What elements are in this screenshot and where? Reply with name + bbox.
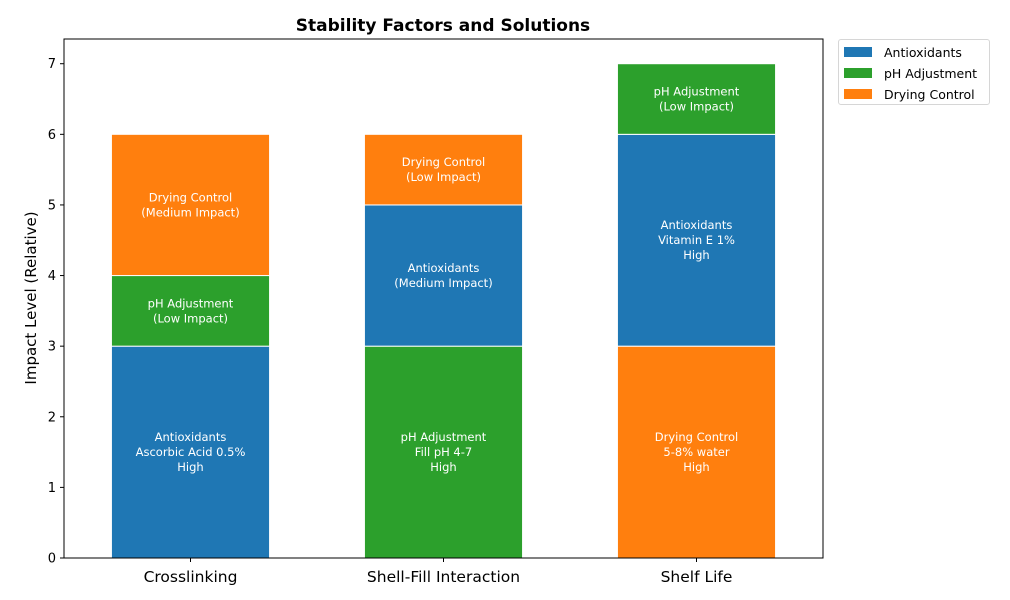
bar-segment-shelf-life-antioxidants bbox=[616, 133, 777, 347]
bar-segment-crosslinking-drying-control bbox=[110, 133, 271, 277]
bar-segment-crosslinking-ph-adjustment bbox=[110, 275, 271, 347]
data-label-line: Antioxidants bbox=[661, 218, 733, 232]
y-tick-label: 7 bbox=[48, 57, 56, 72]
x-tick-label-crosslinking: Crosslinking bbox=[144, 568, 238, 586]
bar-segment-shell-fill-interaction-antioxidants bbox=[363, 204, 524, 347]
chart-title: Stability Factors and Solutions bbox=[296, 16, 590, 36]
legend: Antioxidants pH Adjustment Drying Contro… bbox=[838, 39, 990, 105]
data-label-line: Drying Control bbox=[655, 430, 738, 444]
data-label-crosslinking-ph-adjustment: pH Adjustment (Low Impact) bbox=[148, 296, 234, 325]
y-tick-label: 6 bbox=[48, 128, 56, 143]
y-axis: 0 1 2 3 4 5 6 7 bbox=[48, 57, 64, 567]
bar-segment-shelf-life-ph-adjustment bbox=[616, 63, 777, 135]
bar-segment-crosslinking-antioxidants bbox=[110, 345, 271, 559]
legend-swatch-antioxidants bbox=[844, 47, 872, 57]
legend-item-drying-control: Drying Control bbox=[844, 86, 975, 102]
data-label-shell-fill-interaction-ph-adjustment: pH Adjustment Fill pH 4-7 High bbox=[401, 430, 487, 474]
data-label-line: (Medium Impact) bbox=[141, 205, 239, 219]
data-label-line: Drying Control bbox=[149, 190, 232, 204]
y-tick-label: 2 bbox=[48, 410, 56, 425]
bar-segment-shell-fill-interaction-ph-adjustment bbox=[363, 345, 524, 559]
y-tick-label: 0 bbox=[48, 552, 56, 567]
legend-item-antioxidants: Antioxidants bbox=[844, 44, 962, 60]
data-label-line: High bbox=[430, 460, 456, 474]
y-tick-label: 5 bbox=[48, 198, 56, 213]
legend-label: Drying Control bbox=[884, 86, 975, 102]
data-label-shelf-life-ph-adjustment: pH Adjustment (Low Impact) bbox=[654, 85, 740, 114]
data-label-line: (Low Impact) bbox=[153, 311, 228, 325]
data-label-line: (Low Impact) bbox=[659, 100, 734, 114]
data-label-crosslinking-drying-control: Drying Control (Medium Impact) bbox=[141, 190, 239, 219]
y-axis-label: Impact Level (Relative) bbox=[22, 211, 40, 384]
legend-label: Antioxidants bbox=[884, 44, 962, 60]
data-label-line: 5-8% water bbox=[663, 445, 729, 459]
data-label-line: High bbox=[683, 248, 709, 262]
data-label-line: Ascorbic Acid 0.5% bbox=[136, 445, 246, 459]
legend-label: pH Adjustment bbox=[884, 65, 978, 81]
data-label-shelf-life-drying-control: Drying Control 5-8% water High bbox=[655, 430, 738, 474]
data-label-line: pH Adjustment bbox=[654, 85, 740, 99]
data-label-line: Antioxidants bbox=[155, 430, 227, 444]
x-axis: Crosslinking Shell-Fill Interaction Shelf … bbox=[144, 558, 733, 586]
x-tick-label-shell-fill-interaction: Shell-Fill Interaction bbox=[367, 568, 520, 586]
data-label-crosslinking-antioxidants: Antioxidants Ascorbic Acid 0.5% High bbox=[136, 430, 246, 474]
data-label-line: pH Adjustment bbox=[148, 296, 234, 310]
y-tick-label: 4 bbox=[48, 269, 56, 284]
bar-segment-shell-fill-interaction-drying-control bbox=[363, 133, 524, 206]
y-tick-label: 3 bbox=[48, 340, 56, 355]
legend-item-ph-adjustment: pH Adjustment bbox=[844, 65, 978, 81]
data-label-line: High bbox=[177, 460, 203, 474]
data-label-line: (Medium Impact) bbox=[394, 276, 492, 290]
y-tick-label: 1 bbox=[48, 481, 56, 496]
x-tick-label-shelf-life: Shelf Life bbox=[661, 568, 733, 586]
legend-swatch-ph-adjustment bbox=[844, 68, 872, 78]
data-label-line: (Low Impact) bbox=[406, 170, 481, 184]
data-label-line: High bbox=[683, 460, 709, 474]
plot-frame bbox=[63, 38, 824, 559]
data-label-line: Fill pH 4-7 bbox=[415, 445, 472, 459]
bar-segment-shelf-life-drying-control bbox=[616, 345, 777, 559]
data-label-shelf-life-antioxidants: Antioxidants Vitamin E 1% High bbox=[658, 218, 735, 262]
data-label-line: pH Adjustment bbox=[401, 430, 487, 444]
data-label-line: Antioxidants bbox=[408, 261, 480, 275]
data-label-shell-fill-interaction-drying-control: Drying Control (Low Impact) bbox=[402, 155, 485, 184]
data-label-shell-fill-interaction-antioxidants: Antioxidants (Medium Impact) bbox=[394, 261, 492, 290]
data-label-line: Vitamin E 1% bbox=[658, 233, 735, 247]
data-label-line: Drying Control bbox=[402, 155, 485, 169]
legend-swatch-drying-control bbox=[844, 89, 872, 99]
